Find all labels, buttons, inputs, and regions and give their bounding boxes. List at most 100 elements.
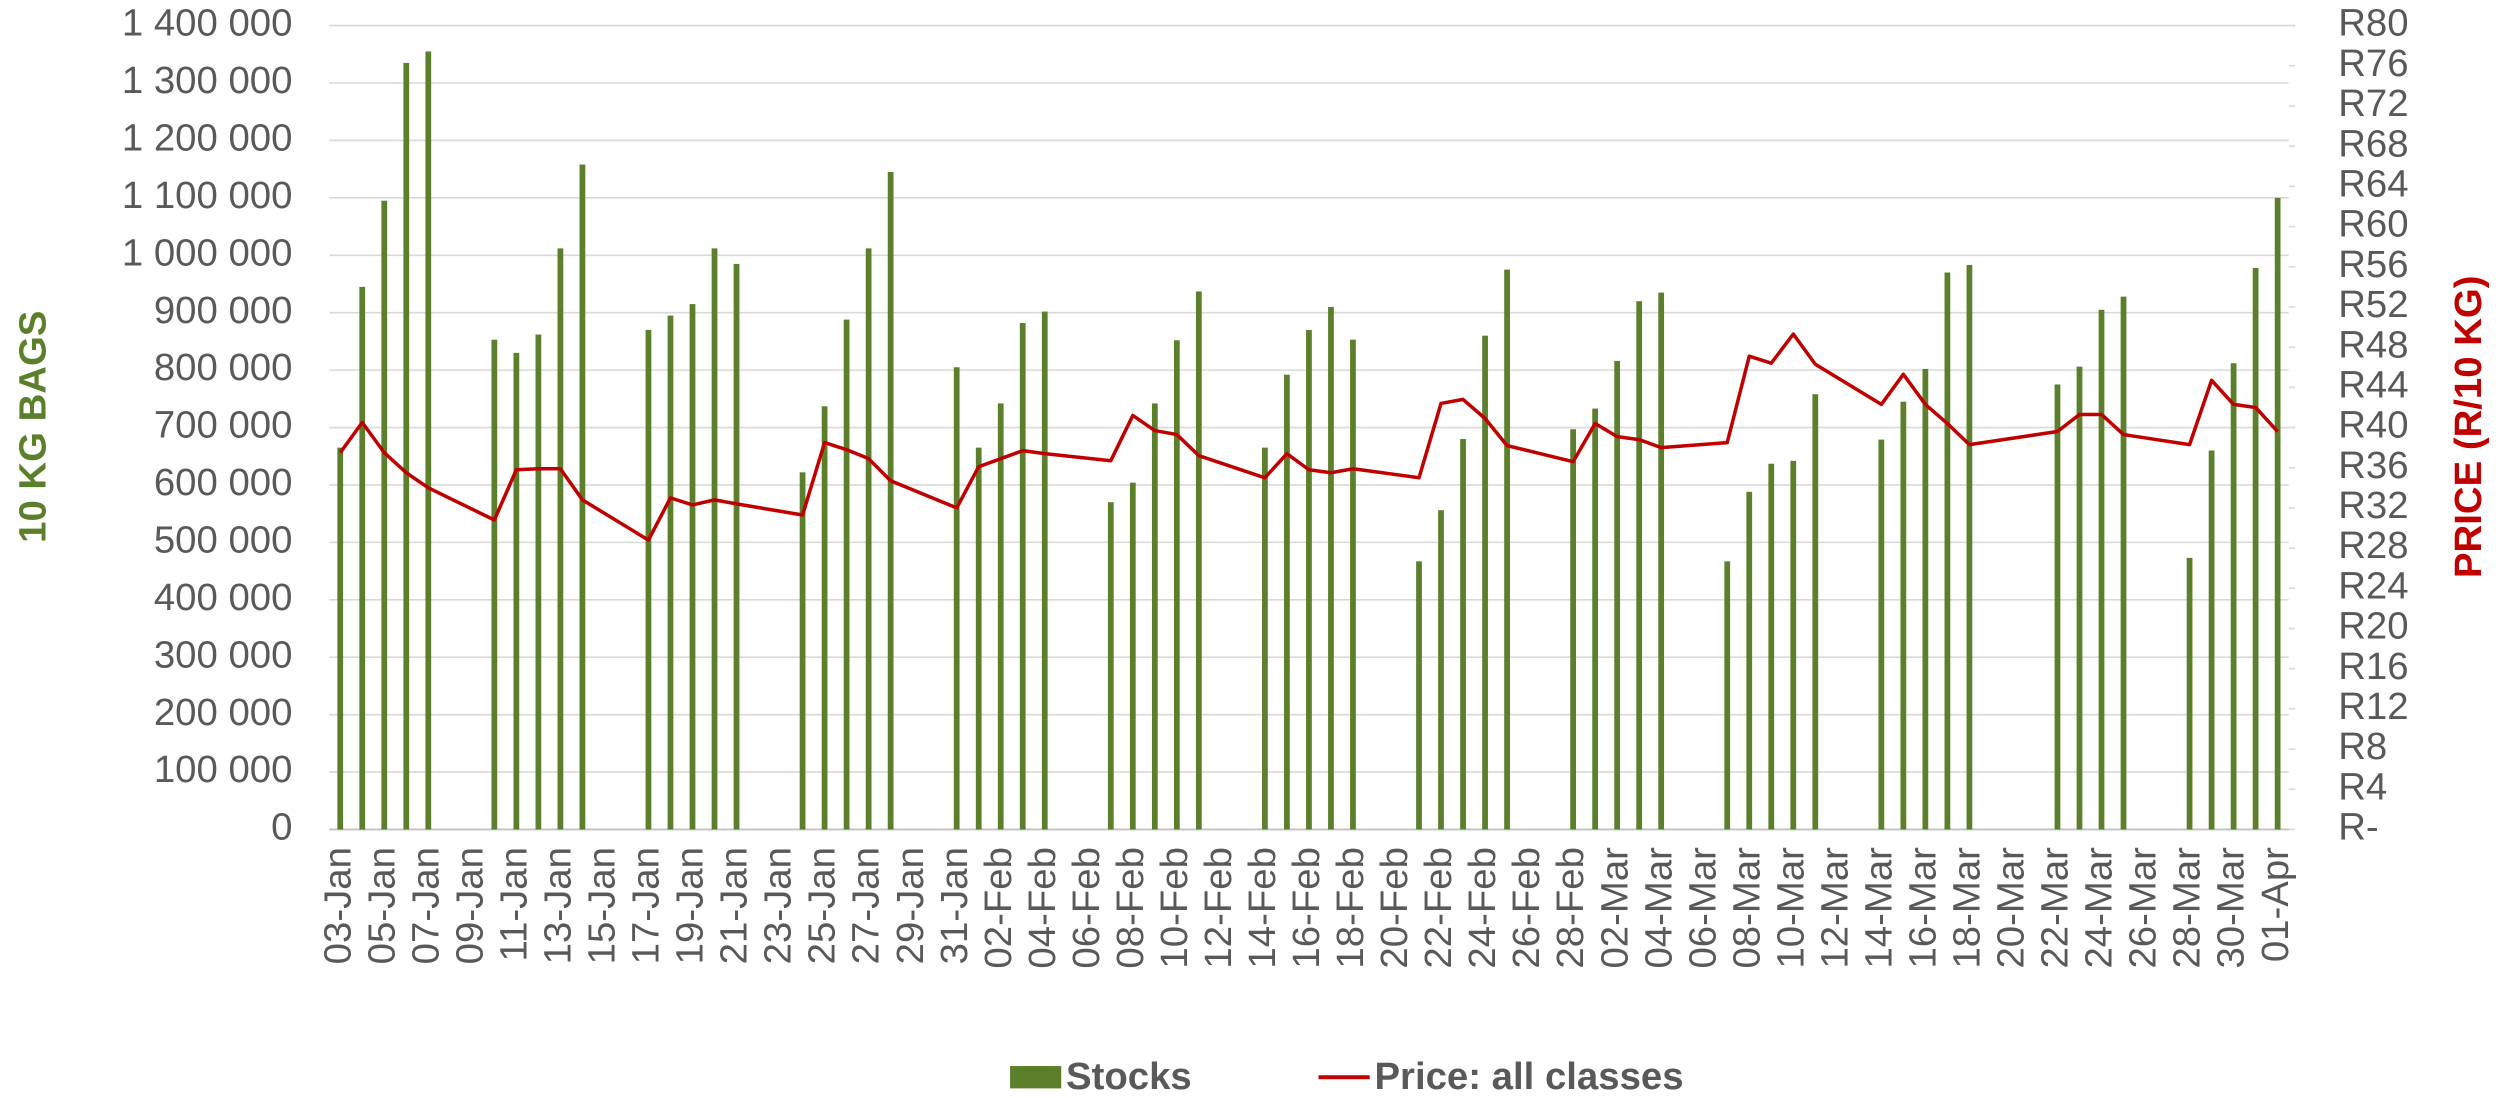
x-tick-label: 27-Jan <box>845 847 888 964</box>
y2-tick-label: R60 <box>2338 203 2408 246</box>
bar <box>2098 309 2105 830</box>
bar <box>1041 311 1048 830</box>
y-tick-label: 900 000 <box>154 289 293 332</box>
legend-label: Price: all classes <box>1374 1055 1683 1098</box>
x-tick-label: 07-Jan <box>404 847 447 964</box>
x-tick-label: 24-Mar <box>2078 847 2121 969</box>
bar <box>1438 510 1444 830</box>
bar <box>491 339 498 830</box>
bar <box>975 447 982 830</box>
x-tick-label: 01-Apr <box>2254 847 2297 962</box>
bar <box>2208 450 2215 830</box>
x-tick-label: 28-Feb <box>1549 847 1592 969</box>
bar <box>1328 306 1334 830</box>
bar <box>1019 323 1026 830</box>
bar <box>1900 401 1907 830</box>
y-tick-label: 100 000 <box>154 748 293 791</box>
x-tick-label: 28-Mar <box>2166 847 2209 969</box>
bar <box>1173 340 1180 830</box>
y2-axis-label: PRICE (R/10 KG) <box>2447 275 2490 578</box>
x-tick-label: 02-Feb <box>977 847 1020 969</box>
bar <box>1460 439 1466 830</box>
bar <box>667 315 674 830</box>
y2-tick-label: R44 <box>2338 363 2408 406</box>
x-tick-label: 20-Mar <box>1990 847 2033 969</box>
x-tick-label: 08-Mar <box>1725 847 1768 969</box>
bar <box>1636 301 1643 830</box>
bar <box>1592 408 1599 830</box>
x-tick-label: 31-Jan <box>933 847 976 964</box>
price-line <box>338 332 2279 542</box>
x-tick-label: 19-Jan <box>669 847 712 964</box>
x-tick-label: 17-Jan <box>625 847 668 964</box>
y-tick-label: 500 000 <box>154 519 293 562</box>
y2-tick-label: R56 <box>2338 243 2408 286</box>
y2-tick-label: R28 <box>2338 524 2408 567</box>
bar <box>997 403 1004 830</box>
bar <box>1922 368 1929 830</box>
x-tick-label: 09-Jan <box>448 847 491 964</box>
x-tick-label: 26-Mar <box>2122 847 2165 969</box>
x-tick-label: 29-Jan <box>889 847 932 964</box>
y-tick-label: 600 000 <box>154 461 293 504</box>
bar <box>1195 291 1202 830</box>
bar <box>2252 267 2259 830</box>
x-tick-label: 18-Mar <box>1946 847 1989 969</box>
x-tick-label: 22-Mar <box>2034 847 2077 969</box>
bar <box>337 447 344 830</box>
y-tick-label: 700 000 <box>154 404 293 447</box>
bar <box>2054 384 2061 830</box>
bar <box>1416 561 1422 830</box>
x-tick-label: 03-Jan <box>316 847 359 964</box>
bar <box>821 406 828 830</box>
x-tick-label: 04-Mar <box>1637 847 1680 969</box>
bar <box>1658 292 1665 830</box>
bar <box>1262 447 1268 830</box>
y2-tick-label: R12 <box>2338 685 2408 728</box>
bar <box>887 172 894 830</box>
y2-tick-label: R80 <box>2338 2 2408 45</box>
bar <box>1746 491 1753 830</box>
bar <box>381 200 388 830</box>
bar <box>1812 394 1819 830</box>
y2-tick-label: R4 <box>2338 765 2387 808</box>
bar <box>1570 429 1577 830</box>
bar <box>425 51 432 830</box>
bar <box>2230 363 2237 830</box>
bar <box>2076 366 2083 830</box>
y-tick-label: 1 400 000 <box>122 2 293 45</box>
bar <box>865 248 872 830</box>
y-tick-label: 1 000 000 <box>122 231 293 274</box>
y2-tick-label: R36 <box>2338 444 2408 487</box>
bar <box>2120 296 2127 830</box>
bar <box>1306 329 1312 830</box>
bar <box>1107 502 1114 830</box>
x-tick-label: 18-Feb <box>1329 847 1372 969</box>
x-tick-label: 10-Feb <box>1153 847 1196 969</box>
y-tick-label: 1 200 000 <box>122 117 293 160</box>
bar <box>843 319 850 830</box>
x-tick-label: 12-Feb <box>1197 847 1240 969</box>
bar <box>1482 335 1488 830</box>
x-tick-label: 13-Jan <box>537 847 580 964</box>
x-tick-label: 08-Feb <box>1109 847 1152 969</box>
y2-tick-label: R8 <box>2338 725 2387 768</box>
x-tick-label: 10-Mar <box>1769 847 1812 969</box>
x-tick-label: 05-Jan <box>360 847 403 964</box>
bar <box>689 304 696 830</box>
bar <box>359 286 366 830</box>
x-tick-label: 11-Jan <box>492 847 535 961</box>
y2-tick-label: R24 <box>2338 564 2408 607</box>
bar <box>645 329 652 830</box>
x-tick-label: 25-Jan <box>801 847 844 964</box>
y2-tick-label: R48 <box>2338 323 2408 366</box>
bar <box>799 472 806 830</box>
bar <box>1878 439 1885 830</box>
x-tick-label: 15-Jan <box>581 847 624 964</box>
x-tick-label: 06-Feb <box>1065 847 1108 969</box>
y-tick-label: 1 100 000 <box>122 174 293 217</box>
y2-tick-label: R32 <box>2338 484 2408 527</box>
x-tick-label: 12-Mar <box>1813 847 1856 969</box>
